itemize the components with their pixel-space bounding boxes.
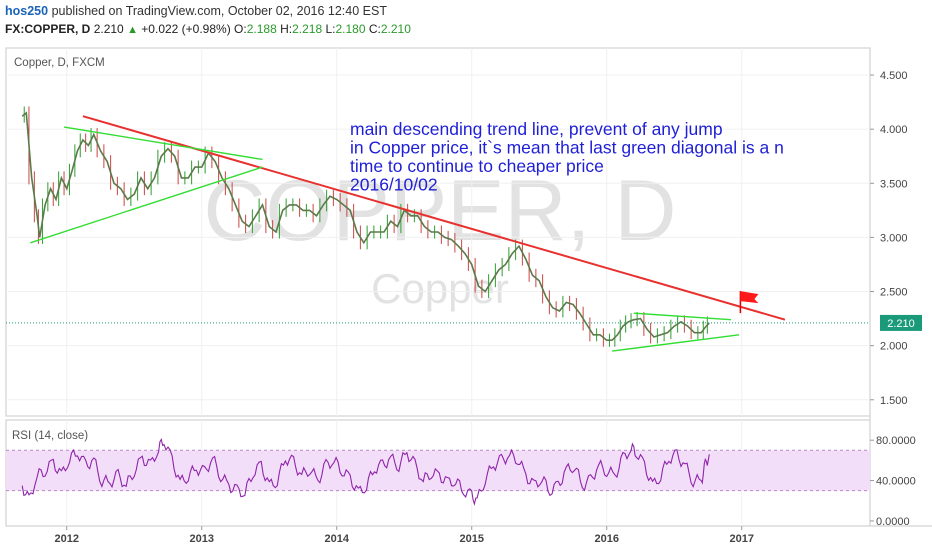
price-tick-label: 4.500 bbox=[880, 70, 908, 82]
author-link[interactable]: hos250 bbox=[5, 4, 49, 18]
rsi-axis[interactable]: 80.0000 40.0000 0.0000 bbox=[870, 435, 916, 528]
time-tick-label: 2016 bbox=[595, 533, 619, 545]
last-price-value: 2.210 bbox=[93, 22, 124, 36]
time-tick-label: 2017 bbox=[730, 533, 754, 545]
green-lower-flag-line[interactable] bbox=[612, 334, 740, 352]
low-value: 2.180 bbox=[335, 22, 366, 36]
ohlc-line: FX:COPPER, D 2.210 ▲ +0.022 (+0.98%) O:2… bbox=[5, 22, 411, 36]
symbol-label: FX:COPPER, D bbox=[5, 22, 91, 36]
red-descending-trend-line[interactable] bbox=[82, 115, 786, 321]
time-axis[interactable]: 2012 2013 2014 2015 2016 2017 bbox=[55, 526, 754, 545]
time-tick-label: 2013 bbox=[190, 533, 214, 545]
green-upper-flag-line[interactable] bbox=[633, 312, 731, 321]
time-tick-label: 2015 bbox=[460, 533, 484, 545]
low-label: L: bbox=[325, 22, 336, 36]
price-tick-label: 3.000 bbox=[880, 232, 908, 244]
price-grid bbox=[6, 48, 870, 526]
price-axis[interactable]: 4.500 4.000 3.500 3.000 2.500 2.000 1.500 bbox=[870, 70, 908, 407]
trend-lines[interactable] bbox=[30, 115, 786, 352]
annotation-text[interactable]: main descending trend line, prevent of a… bbox=[350, 119, 784, 195]
time-tick-label: 2014 bbox=[325, 533, 350, 545]
rsi-tick-label: 80.0000 bbox=[876, 435, 916, 447]
price-tick-label: 4.000 bbox=[880, 124, 908, 136]
flag-icon[interactable] bbox=[739, 291, 759, 314]
rsi-pane-label: RSI (14, close) bbox=[12, 430, 88, 442]
price-tick-label: 2.500 bbox=[880, 287, 908, 299]
time-tick-label: 2012 bbox=[55, 533, 79, 545]
last-price-label: 2.210 bbox=[887, 318, 915, 330]
change-value: +0.022 (+0.98%) bbox=[141, 22, 231, 36]
close-label: C: bbox=[368, 22, 381, 36]
annotation-line: time to continue to cheaper price bbox=[350, 156, 604, 176]
watermark-name: Copper bbox=[371, 265, 509, 312]
rsi-tick-label: 0.0000 bbox=[876, 516, 910, 528]
price-tick-label: 3.500 bbox=[880, 178, 908, 190]
close-value: 2.210 bbox=[380, 22, 411, 36]
price-series bbox=[21, 106, 710, 347]
rsi-band bbox=[6, 449, 870, 492]
publish-line: hos250 published on TradingView.com, Oct… bbox=[5, 4, 387, 18]
open-label: O: bbox=[234, 22, 247, 36]
open-value: 2.188 bbox=[246, 22, 277, 36]
rsi-band-fill bbox=[6, 450, 870, 491]
price-tick-label: 1.500 bbox=[880, 395, 908, 407]
rsi-line bbox=[21, 438, 710, 506]
high-label: H: bbox=[280, 22, 293, 36]
change-up-icon: ▲ bbox=[127, 24, 138, 36]
last-price-marker: 2.210 bbox=[6, 314, 922, 331]
rsi-tick-label: 40.0000 bbox=[876, 476, 916, 488]
rsi-series bbox=[21, 438, 710, 506]
high-value: 2.218 bbox=[292, 22, 323, 36]
chart-header: hos250 published on TradingView.com, Oct… bbox=[0, 0, 932, 40]
annotation-line: main descending trend line, prevent of a… bbox=[350, 119, 723, 139]
green-upper-triangle-line[interactable] bbox=[63, 126, 263, 161]
price-tick-label: 2.000 bbox=[880, 341, 908, 353]
price-pane-label: Copper, D, FXCM bbox=[14, 57, 105, 69]
flag-cloth bbox=[740, 291, 759, 304]
price-line bbox=[21, 111, 710, 342]
published-text: published on TradingView.com, October 02… bbox=[48, 4, 387, 18]
last-price-box bbox=[880, 314, 922, 331]
green-lower-triangle-line[interactable] bbox=[30, 166, 263, 244]
annotation-line: 2016/10/02 bbox=[350, 175, 438, 195]
watermark-symbol: COPPER, D bbox=[203, 163, 676, 259]
annotation-line: in Copper price, it`s mean that last gre… bbox=[350, 138, 784, 158]
